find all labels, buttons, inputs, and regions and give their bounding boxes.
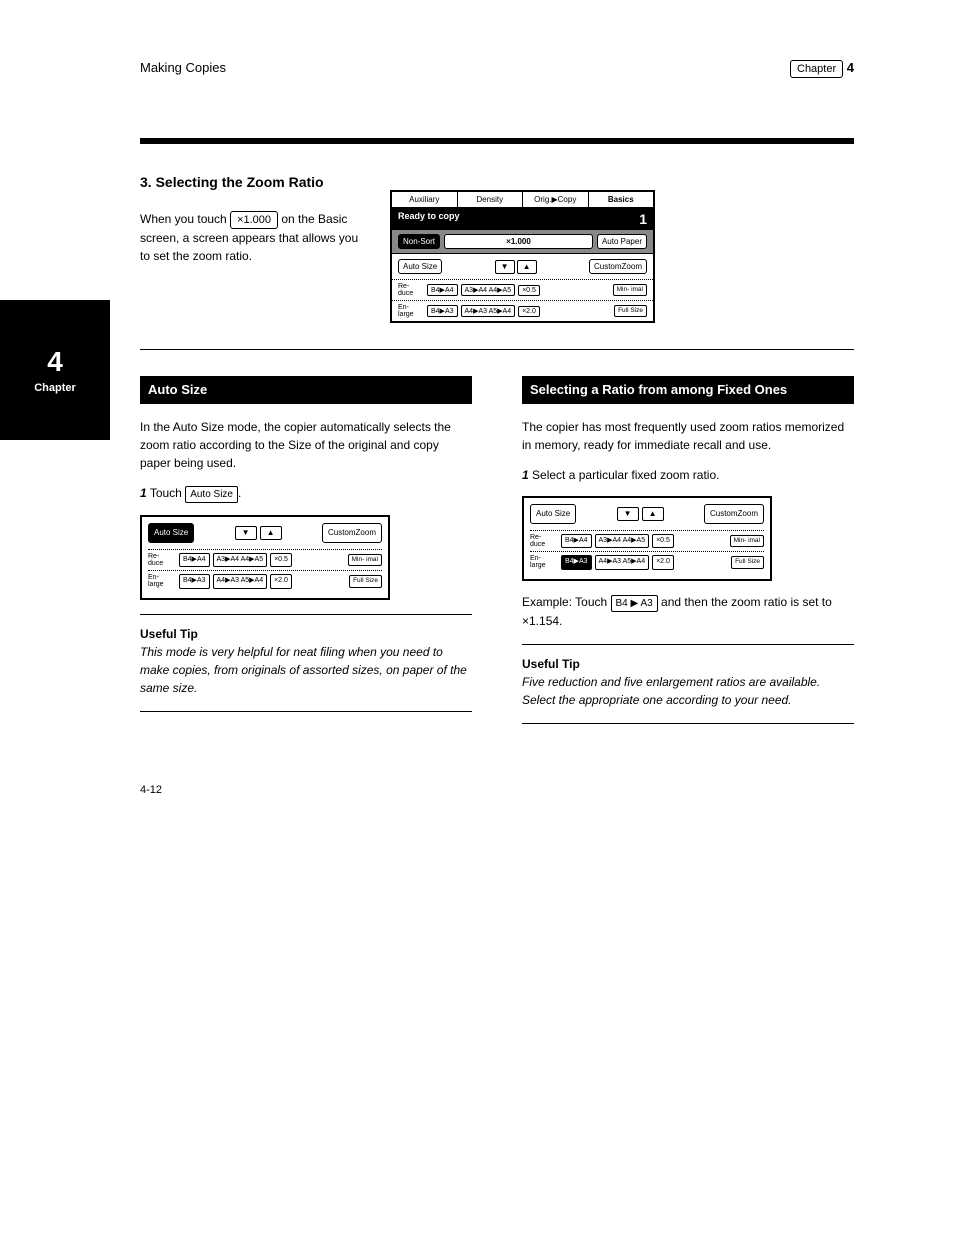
tab-auxiliary[interactable]: Auxiliary (392, 192, 458, 207)
customzoom-button[interactable]: CustomZoom (589, 259, 647, 274)
panel2-reduce-a3a4[interactable]: A3▶A4 A4▶A5 (595, 534, 650, 549)
autosize-button[interactable]: Auto Size (398, 259, 442, 274)
fixed-ratio-tip: Useful Tip Five reduction and five enlar… (522, 655, 854, 709)
b4a3-key: B4 ▶ A3 (611, 595, 658, 612)
chapter-tab: 4 Chapter (0, 300, 110, 440)
fixed-ratio-panel: Auto Size ▼ ▲ CustomZoom Re- duce B4▶A4 … (522, 496, 772, 581)
zoom-1-key: ×1.000 (230, 211, 278, 229)
panel-up-icon[interactable]: ▲ (260, 526, 282, 540)
intro-text: When you touch ×1.000 on the Basic scree… (140, 210, 360, 265)
panel-reduce-a3a4[interactable]: A3▶A4 A4▶A5 (213, 553, 268, 568)
copier-lcd-panel: Auxiliary Density Orig.▶Copy Basics Read… (390, 190, 655, 323)
nonsort-button[interactable]: Non-Sort (398, 234, 440, 249)
zoom-up-icon[interactable]: ▲ (517, 260, 537, 274)
panel2-reduce-b4a4[interactable]: B4▶A4 (561, 534, 592, 549)
fixed-ratio-column: Selecting a Ratio from among Fixed Ones … (522, 376, 854, 734)
panel-customzoom[interactable]: CustomZoom (322, 523, 382, 543)
panel2-enlarge-x20[interactable]: ×2.0 (652, 555, 674, 570)
panel2-minimal[interactable]: Min- imal (730, 535, 764, 548)
minimal-button[interactable]: Min- imal (613, 284, 647, 297)
fixed-ratio-heading: Selecting a Ratio from among Fixed Ones (522, 376, 854, 404)
panel2-up-icon[interactable]: ▲ (642, 507, 664, 521)
chapter-num: 4 (847, 60, 854, 75)
reduce-label: Re- duce (398, 283, 424, 297)
section-divider (140, 349, 854, 350)
panel-enlarge-x20[interactable]: ×2.0 (270, 574, 292, 589)
enlarge-b4a3[interactable]: B4▶A3 (427, 305, 458, 317)
tab-basics[interactable]: Basics (589, 192, 654, 207)
auto-size-step: 1 Touch Auto Size. (140, 484, 472, 503)
auto-size-column: Auto Size In the Auto Size mode, the cop… (140, 376, 472, 734)
panel-reduce-x05[interactable]: ×0.5 (270, 553, 292, 568)
auto-size-divider (140, 614, 472, 615)
lcd-tabs: Auxiliary Density Orig.▶Copy Basics (392, 192, 653, 208)
panel2-fullsize[interactable]: Full Size (731, 556, 764, 569)
panel2-enlarge-b4a3-selected[interactable]: B4▶A3 (561, 555, 592, 570)
panel2-customzoom[interactable]: CustomZoom (704, 504, 764, 524)
auto-size-divider2 (140, 711, 472, 712)
panel-minimal[interactable]: Min- imal (348, 554, 382, 567)
section-title: 3. Selecting the Zoom Ratio (140, 174, 854, 190)
enlarge-label: En- large (398, 304, 424, 318)
lcd-setting-row: Auto Size ▼ ▲ CustomZoom (392, 253, 653, 279)
tab-orig-copy[interactable]: Orig.▶Copy (523, 192, 589, 207)
header-rule (140, 138, 854, 144)
panel-autosize-selected[interactable]: Auto Size (148, 523, 194, 543)
fixed-ratio-divider (522, 644, 854, 645)
status-count: 1 (639, 211, 647, 227)
panel2-autosize[interactable]: Auto Size (530, 504, 576, 524)
auto-size-panel: Auto Size ▼ ▲ CustomZoom Re- duce B4▶A4 … (140, 515, 390, 600)
enlarge-x20[interactable]: ×2.0 (518, 306, 540, 317)
fixed-ratio-divider2 (522, 723, 854, 724)
panel-down-icon[interactable]: ▼ (235, 526, 257, 540)
enlarge-row: En- large B4▶A3 A4▶A3 A5▶A4 ×2.0 Full Si… (392, 300, 653, 321)
panel2-reduce-x05[interactable]: ×0.5 (652, 534, 674, 549)
autosize-key: Auto Size (185, 486, 238, 503)
zoom-display[interactable]: ×1.000 (444, 234, 593, 249)
reduce-b4a4[interactable]: B4▶A4 (427, 284, 458, 296)
reduce-x05[interactable]: ×0.5 (518, 285, 540, 296)
panel2-enlarge-a4a3[interactable]: A4▶A3 A5▶A4 (595, 555, 650, 570)
auto-size-tip: Useful Tip This mode is very helpful for… (140, 625, 472, 697)
chapter-tab-num: 4 (47, 346, 63, 378)
fixed-ratio-example: Example: Touch B4 ▶ A3 and then the zoom… (522, 593, 854, 630)
panel-enlarge-a4a3[interactable]: A4▶A3 A5▶A4 (213, 574, 268, 589)
panel-enlarge-b4a3[interactable]: B4▶A3 (179, 574, 210, 589)
lcd-mode-row: Non-Sort ×1.000 Auto Paper (392, 230, 653, 253)
panel2-down-icon[interactable]: ▼ (617, 507, 639, 521)
chapter-tab-word: Chapter (34, 382, 76, 394)
header-left: Making Copies (140, 60, 226, 75)
tab-density[interactable]: Density (458, 192, 524, 207)
lcd-status: Ready to copy 1 (392, 208, 653, 230)
fixed-ratio-step: 1 Select a particular fixed zoom ratio. (522, 466, 854, 484)
reduce-a3a4[interactable]: A3▶A4 A4▶A5 (461, 284, 516, 296)
fixed-ratio-body: The copier has most frequently used zoom… (522, 418, 854, 454)
auto-size-body: In the Auto Size mode, the copier automa… (140, 418, 472, 472)
page-number: 4-12 (140, 784, 854, 796)
fullsize-button[interactable]: Full Size (614, 305, 647, 318)
enlarge-a4a3[interactable]: A4▶A3 A5▶A4 (461, 305, 516, 317)
header-right: Chapter 4 (790, 60, 854, 78)
panel-reduce-b4a4[interactable]: B4▶A4 (179, 553, 210, 568)
panel-fullsize[interactable]: Full Size (349, 575, 382, 588)
auto-size-heading: Auto Size (140, 376, 472, 404)
autopaper-button[interactable]: Auto Paper (597, 234, 647, 249)
zoom-down-icon[interactable]: ▼ (495, 260, 515, 274)
chapter-key: Chapter (790, 60, 843, 78)
reduce-row: Re- duce B4▶A4 A3▶A4 A4▶A5 ×0.5 Min- ima… (392, 279, 653, 300)
status-text: Ready to copy (398, 211, 460, 227)
